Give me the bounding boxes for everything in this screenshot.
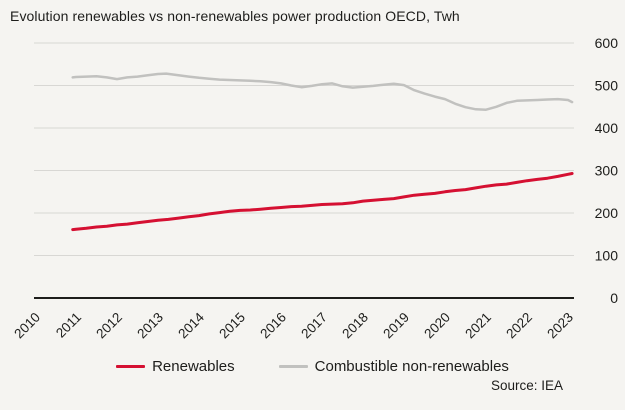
x-tick-label: 2013 [134,310,166,342]
chart-title: Evolution renewables vs non-renewables p… [10,8,460,24]
legend-label-non-renewables: Combustible non-renewables [314,358,509,375]
y-tick-label: 600 [595,35,619,51]
non-renewables-line [71,72,574,111]
chart-legend: Renewables Combustible non-renewables [0,358,625,375]
x-tick-label: 2010 [11,310,43,342]
line-chart: 0 100 200 300 400 500 600 2010 2011 2012 2013 2014 2… [11,35,619,342]
y-tick-label: 300 [595,163,619,179]
x-tick-label: 2022 [503,310,535,342]
x-tick-label: 2023 [544,310,576,342]
y-tick-label: 0 [610,290,618,306]
y-tick-label: 200 [595,205,619,221]
x-tick-label: 2015 [216,310,248,342]
legend-item-renewables: Renewables [116,358,235,375]
x-tick-label: 2019 [380,310,412,342]
y-tick-label: 500 [595,78,619,94]
x-tick-label: 2017 [298,310,330,342]
source-caption: Source: IEA [490,378,563,393]
legend-label-renewables: Renewables [152,358,235,375]
x-tick-label: 2012 [93,310,125,342]
x-tick-label: 2021 [462,310,494,342]
x-tick-label: 2018 [339,310,371,342]
x-tick-label: 2016 [257,310,289,342]
x-tick-label: 2014 [175,309,207,341]
y-tick-label: 400 [595,120,619,136]
x-tick-label: 2020 [421,310,453,342]
y-tick-label: 100 [595,248,619,264]
legend-item-non-renewables: Combustible non-renewables [278,358,509,375]
renewables-line-swatch [116,365,146,368]
non-renewables-line-swatch [278,365,308,368]
renewables-line [71,172,574,232]
x-tick-label: 2011 [53,310,84,341]
